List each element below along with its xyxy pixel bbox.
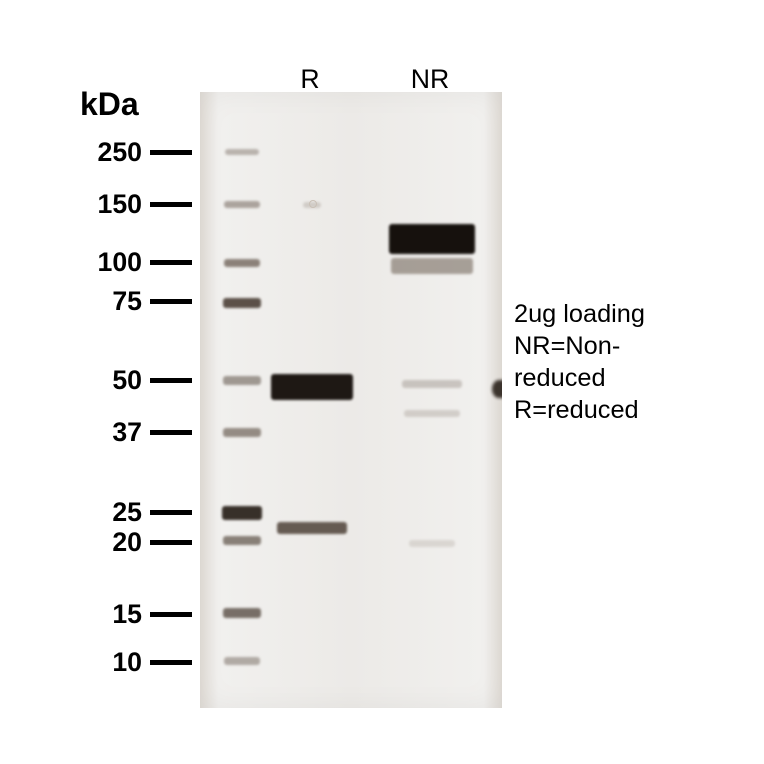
ladder-band: [223, 298, 261, 308]
caption-line: reduced: [514, 364, 606, 393]
mw-tick: [150, 299, 192, 304]
caption-line: R=reduced: [514, 396, 639, 425]
mw-tick: [150, 612, 192, 617]
edge-spot: [492, 380, 502, 398]
lane-header: NR: [400, 64, 460, 95]
lane-header: R: [280, 64, 340, 95]
mw-label: 37: [112, 417, 142, 448]
ladder-band: [223, 608, 261, 618]
mw-label: 10: [112, 647, 142, 678]
ladder-band: [223, 376, 261, 385]
mw-label: 100: [98, 247, 142, 278]
mw-tick: [150, 540, 192, 545]
mw-label: 75: [112, 286, 142, 317]
mw-tick: [150, 660, 192, 665]
r-lane-band: [271, 374, 353, 400]
mw-label: 20: [112, 527, 142, 558]
mw-tick: [150, 260, 192, 265]
ladder-band: [223, 428, 261, 437]
ladder-band: [225, 149, 259, 155]
mw-tick: [150, 150, 192, 155]
nr-lane-band: [402, 380, 462, 388]
r-lane-band: [277, 522, 347, 534]
mw-tick: [150, 510, 192, 515]
nr-lane-band: [409, 540, 455, 547]
mw-label: 15: [112, 599, 142, 630]
ladder-band: [222, 506, 262, 520]
caption-line: 2ug loading: [514, 300, 645, 329]
axis-unit-label: kDa: [80, 86, 139, 123]
gel-image: [200, 92, 502, 708]
nr-lane-band: [389, 224, 475, 254]
mw-label: 150: [98, 189, 142, 220]
nr-lane-band: [404, 410, 460, 417]
caption-line: NR=Non-: [514, 332, 620, 361]
mw-tick: [150, 202, 192, 207]
ladder-band: [223, 536, 261, 545]
mw-label: 25: [112, 497, 142, 528]
gel-figure: kDa 250 150 100 75 50 37 2520 15 10 R NR 2ug load…: [0, 0, 764, 764]
mw-tick: [150, 430, 192, 435]
mw-label: 250: [98, 137, 142, 168]
mw-label: 50: [112, 365, 142, 396]
ladder-band: [224, 259, 260, 267]
artifact-dot: [309, 200, 317, 208]
ladder-band: [224, 201, 260, 208]
nr-lane-band: [391, 258, 473, 274]
ladder-band: [224, 657, 260, 665]
mw-tick: [150, 378, 192, 383]
